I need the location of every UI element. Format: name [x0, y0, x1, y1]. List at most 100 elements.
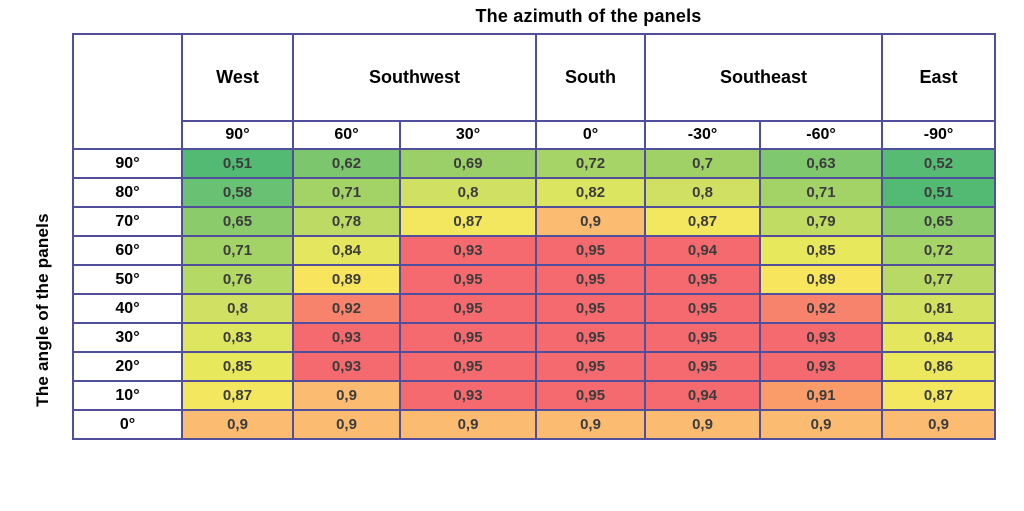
heatmap-cell: 0,92: [759, 293, 883, 324]
heatmap-cell: 0,9: [399, 409, 537, 440]
heatmap-cell: 0,91: [759, 380, 883, 411]
heatmap-cell: 0,93: [759, 322, 883, 353]
azimuth-header: -30°: [644, 120, 761, 150]
heatmap-cell: 0,81: [881, 293, 996, 324]
angle-row-header: 40°: [72, 293, 183, 324]
angle-row-header: 50°: [72, 264, 183, 295]
direction-header-east: East: [881, 33, 996, 122]
heatmap-cell: 0,95: [399, 322, 537, 353]
heatmap-cell: 0,8: [399, 177, 537, 208]
table-row: 50° 0,76 0,89 0,95 0,95 0,95 0,89 0,77: [72, 264, 996, 295]
heatmap-cell: 0,95: [535, 293, 646, 324]
heatmap-cell: 0,62: [292, 148, 401, 179]
heatmap-cell: 0,65: [881, 206, 996, 237]
heatmap-cell: 0,69: [399, 148, 537, 179]
heatmap-cell: 0,9: [535, 206, 646, 237]
table-row: 80° 0,58 0,71 0,8 0,82 0,8 0,71 0,51: [72, 177, 996, 208]
angle-row-header: 80°: [72, 177, 183, 208]
table-row: 30° 0,83 0,93 0,95 0,95 0,95 0,93 0,84: [72, 322, 996, 353]
angle-row-header: 70°: [72, 206, 183, 237]
azimuth-header: 60°: [292, 120, 401, 150]
heatmap-cell: 0,95: [399, 351, 537, 382]
heatmap-cell: 0,71: [292, 177, 401, 208]
heatmap-cell: 0,95: [644, 322, 761, 353]
heatmap-table: West Southwest South Southeast East 90° 60° 30°…: [72, 33, 996, 440]
direction-header-west: West: [181, 33, 294, 122]
heatmap-cell: 0,7: [644, 148, 761, 179]
direction-header-southwest: Southwest: [292, 33, 537, 122]
angle-row-header: 20°: [72, 351, 183, 382]
angle-row-header: 60°: [72, 235, 183, 266]
heatmap-cell: 0,94: [644, 235, 761, 266]
heatmap-cell: 0,82: [535, 177, 646, 208]
heatmap-cell: 0,93: [292, 351, 401, 382]
table-row: 0° 0,9 0,9 0,9 0,9 0,9 0,9 0,9: [72, 409, 996, 440]
heatmap-cell: 0,87: [399, 206, 537, 237]
heatmap-cell: 0,9: [181, 409, 294, 440]
heatmap-cell: 0,65: [181, 206, 294, 237]
heatmap-cell: 0,9: [759, 409, 883, 440]
heatmap-cell: 0,95: [644, 264, 761, 295]
angle-row-header: 90°: [72, 148, 183, 179]
heatmap-cell: 0,87: [881, 380, 996, 411]
heatmap-cell: 0,87: [181, 380, 294, 411]
heatmap-cell: 0,86: [881, 351, 996, 382]
heatmap-cell: 0,8: [181, 293, 294, 324]
heatmap-cell: 0,85: [759, 235, 883, 266]
azimuth-header: -90°: [881, 120, 996, 150]
heatmap-cell: 0,71: [759, 177, 883, 208]
table-row: 60° 0,71 0,84 0,93 0,95 0,94 0,85 0,72: [72, 235, 996, 266]
heatmap-cell: 0,87: [644, 206, 761, 237]
table-row: 90° 0,51 0,62 0,69 0,72 0,7 0,63 0,52: [72, 148, 996, 179]
heatmap-cell: 0,95: [535, 380, 646, 411]
heatmap-cell: 0,85: [181, 351, 294, 382]
heatmap-cell: 0,95: [644, 351, 761, 382]
heatmap-cell: 0,78: [292, 206, 401, 237]
heatmap-cell: 0,93: [292, 322, 401, 353]
heatmap-cell: 0,72: [535, 148, 646, 179]
table-row: 10° 0,87 0,9 0,93 0,95 0,94 0,91 0,87: [72, 380, 996, 411]
heatmap-cell: 0,93: [399, 380, 537, 411]
heatmap-cell: 0,58: [181, 177, 294, 208]
heatmap-cell: 0,9: [292, 380, 401, 411]
heatmap-cell: 0,93: [399, 235, 537, 266]
heatmap-cell: 0,92: [292, 293, 401, 324]
table-row: 70° 0,65 0,78 0,87 0,9 0,87 0,79 0,65: [72, 206, 996, 237]
heatmap-cell: 0,84: [292, 235, 401, 266]
heatmap-cell: 0,9: [881, 409, 996, 440]
azimuth-header: -60°: [759, 120, 883, 150]
heatmap-cell: 0,77: [881, 264, 996, 295]
corner-spacer: [72, 33, 183, 150]
heatmap-cell: 0,8: [644, 177, 761, 208]
heatmap-cell: 0,89: [759, 264, 883, 295]
heatmap-cell: 0,95: [644, 293, 761, 324]
azimuth-header: 90°: [181, 120, 294, 150]
heatmap-cell: 0,93: [759, 351, 883, 382]
heatmap-cell: 0,95: [535, 322, 646, 353]
heatmap-cell: 0,63: [759, 148, 883, 179]
table-row: 20° 0,85 0,93 0,95 0,95 0,95 0,93 0,86: [72, 351, 996, 382]
page-title: The azimuth of the panels: [475, 6, 702, 26]
heatmap-cell: 0,84: [881, 322, 996, 353]
azimuth-header: 30°: [399, 120, 537, 150]
heatmap-cell: 0,95: [535, 235, 646, 266]
table-row: 40° 0,8 0,92 0,95 0,95 0,95 0,92 0,81: [72, 293, 996, 324]
heatmap-cell: 0,95: [399, 264, 537, 295]
heatmap-cell: 0,94: [644, 380, 761, 411]
row-axis-label-container: The angle of the panels: [20, 152, 66, 467]
heatmap-cell: 0,79: [759, 206, 883, 237]
heatmap-cell: 0,9: [644, 409, 761, 440]
heatmap-cell: 0,83: [181, 322, 294, 353]
heatmap-cell: 0,51: [881, 177, 996, 208]
direction-header-southeast: Southeast: [644, 33, 883, 122]
heatmap-cell: 0,72: [881, 235, 996, 266]
azimuth-header: 0°: [535, 120, 646, 150]
heatmap-cell: 0,71: [181, 235, 294, 266]
heatmap-cell: 0,95: [535, 264, 646, 295]
heatmap-cell: 0,52: [881, 148, 996, 179]
direction-header-south: South: [535, 33, 646, 122]
angle-row-header: 0°: [72, 409, 183, 440]
heatmap-cell: 0,95: [399, 293, 537, 324]
angle-row-header: 10°: [72, 380, 183, 411]
